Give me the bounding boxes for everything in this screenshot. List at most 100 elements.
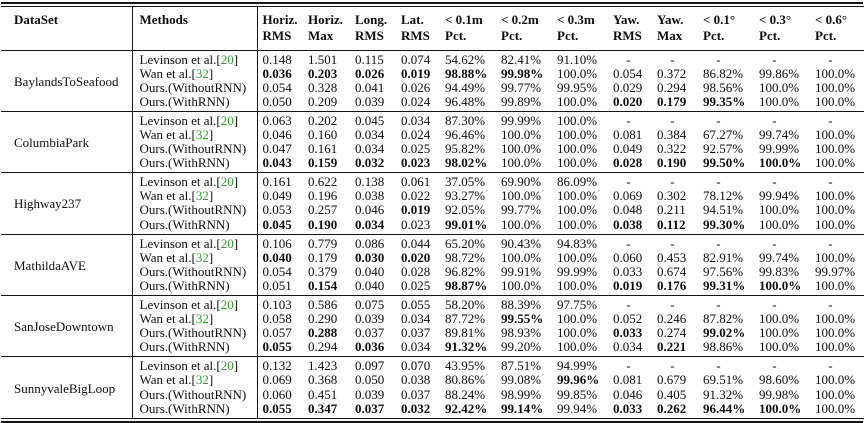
metric-value: 98.02% (445, 155, 488, 171)
metric-value: 80.86% (445, 372, 486, 388)
metric-value: 100.0% (815, 325, 856, 341)
citation-bracket: [ (216, 112, 221, 128)
metric-value: 0.032 (355, 155, 385, 171)
metric-value: 0.040 (355, 277, 385, 293)
metric-value: 0.161 (308, 141, 338, 157)
metric-value: 100.0% (501, 249, 542, 265)
citation-bracket: ] (233, 174, 239, 190)
metric-value: - (828, 174, 833, 190)
metric-value: 100.0% (501, 155, 542, 171)
column-header-dataset: DataSet (1, 6, 133, 50)
metric-value: 100.0% (557, 65, 598, 81)
metric-value: 0.060 (262, 386, 292, 402)
metric-value: 0.034 (613, 339, 643, 355)
method-cell: Wan et al.[32] (132, 188, 258, 204)
metric-value: 0.019 (401, 65, 431, 81)
citation-link[interactable]: 20 (220, 235, 234, 251)
table-row: ColumbiaPark Levinson et al.[20] 0.063 0.20… (1, 111, 864, 173)
citation-link[interactable]: 20 (220, 51, 234, 67)
metric-value: 0.040 (262, 249, 292, 265)
method-cell: Ours.(WithRNN) (132, 340, 258, 357)
metric-value: 0.161 (262, 174, 292, 190)
metric-value: 0.044 (401, 235, 431, 251)
metric-value: 0.050 (355, 372, 385, 388)
metric-value: 98.87% (445, 277, 488, 293)
metric-value: 0.045 (262, 216, 292, 232)
metric-value: 0.211 (657, 202, 686, 218)
metric-value: 0.274 (657, 325, 687, 341)
citation-link[interactable]: 32 (195, 65, 209, 81)
table-row: Ours.(WithRNN) 0.045 0.190 0.034 0.023 99.01%… (1, 216, 864, 235)
metric-value: - (772, 235, 777, 251)
metric-value: 0.043 (262, 155, 292, 171)
metric-value: 82.41% (501, 51, 542, 67)
metric-value: - (670, 235, 675, 251)
table-row: Ours.(WithoutRNN) 0.054 0.328 0.041 0.026 94.… (1, 79, 864, 95)
metric-value: 0.036 (262, 65, 292, 81)
metric-value: 89.81% (445, 325, 486, 341)
citation-link[interactable]: 20 (220, 174, 234, 190)
metric-value: 96.48% (445, 93, 486, 109)
dataset-label: ColumbiaPark (1, 111, 133, 173)
citation-link[interactable]: 32 (195, 372, 209, 388)
metric-value: 100.0% (501, 141, 542, 157)
metric-value: 0.209 (308, 93, 338, 109)
metric-value: - (626, 297, 631, 312)
metric-value: 99.85% (557, 386, 598, 402)
metric-value: 99.99% (501, 112, 542, 128)
method-cell: Levinson et al.[20] (132, 172, 258, 190)
header-line2: Pct. (501, 27, 523, 43)
method-cell: Ours.(WithRNN) (132, 94, 258, 112)
dataset-label: SanJoseDowntown (1, 295, 133, 357)
metric-value: 100.0% (501, 216, 542, 232)
metric-value: 99.08% (501, 372, 542, 388)
metric-value: 99.91% (501, 263, 542, 279)
header-line2: Max (657, 27, 683, 43)
metric-value: 92.42% (445, 400, 488, 416)
metric-value: 0.039 (355, 311, 385, 327)
metric-value: 96.82% (445, 263, 486, 279)
dataset-label: SunnyvaleBigLoop (1, 356, 133, 419)
table-row: Ours.(WithoutRNN) 0.047 0.161 0.034 0.025 95.… (1, 141, 864, 157)
method-cell: Ours.(WithoutRNN) (132, 326, 258, 341)
citation-link[interactable]: 32 (195, 311, 209, 327)
header-line1: < 0.2m (501, 11, 539, 27)
table-row: Wan et al.[32] 0.049 0.196 0.038 0.022 93.27%… (1, 188, 864, 204)
method-cell: Levinson et al.[20] (132, 234, 258, 251)
metric-value: 99.98% (501, 65, 544, 81)
method-name: Ours.(WithRNN) (139, 277, 230, 293)
method-cell: Wan et al.[32] (132, 126, 258, 143)
metric-value: 0.097 (355, 358, 385, 374)
citation-link[interactable]: 20 (220, 358, 234, 374)
metric-value: 100.0% (557, 188, 598, 204)
table-row: SanJoseDowntown Levinson et al.[20] 0.103 0… (1, 295, 864, 357)
metric-value: 0.075 (355, 297, 385, 312)
method-cell: Levinson et al.[20] (132, 356, 258, 374)
citation-link[interactable]: 20 (220, 112, 234, 128)
method-cell: Wan et al.[32] (132, 65, 258, 81)
method-cell: Ours.(WithoutRNN) (132, 141, 258, 157)
metric-value: 0.023 (401, 155, 431, 171)
metric-value: - (626, 235, 631, 251)
metric-value: 99.77% (501, 79, 542, 95)
metric-value: 0.049 (262, 188, 292, 204)
citation-link[interactable]: 32 (195, 126, 209, 142)
citation-link[interactable]: 20 (220, 297, 234, 312)
method-name: Ours.(WithRNN) (139, 400, 230, 416)
metric-value: - (772, 297, 777, 312)
citation-link[interactable]: 32 (195, 249, 209, 265)
column-header-lt01deg: < 0.1° Pct. (698, 6, 754, 50)
method-name: Ours.(WithoutRNN) (139, 141, 247, 157)
metric-value: 100.0% (501, 188, 542, 204)
metric-value: - (716, 235, 721, 251)
metric-value: 82.91% (703, 249, 744, 265)
metric-value: - (626, 112, 631, 128)
metric-value: 0.045 (355, 112, 385, 128)
metric-value: 97.56% (703, 263, 744, 279)
metric-value: 100.0% (815, 311, 856, 327)
table-row: Ours.(WithoutRNN) 0.054 0.379 0.040 0.028 96.… (1, 263, 864, 279)
metric-value: 0.246 (657, 311, 687, 327)
citation-link[interactable]: 32 (195, 188, 209, 204)
metric-value: - (626, 51, 631, 67)
metric-value: 100.0% (759, 216, 800, 232)
